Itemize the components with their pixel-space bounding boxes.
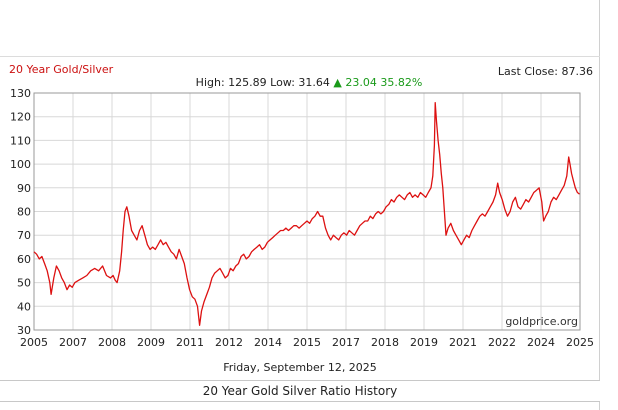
x-tick-label: 2018 [371,336,399,349]
x-tick-label: 2024 [527,336,555,349]
y-tick-label: 130 [10,87,31,100]
x-tick-label: 2022 [488,336,516,349]
y-tick-label: 120 [10,111,31,124]
change-text: 23.04 35.82% [345,76,423,89]
date-label: Friday, September 12, 2025 [223,361,377,374]
up-arrow-icon: ▲ [333,76,342,89]
y-tick-label: 60 [17,253,31,266]
x-tick-label: 2008 [98,336,126,349]
x-tick-label: 2011 [176,336,204,349]
watermark: goldprice.org [505,315,578,328]
last-close-label: Last Close: 87.36 [497,65,593,78]
y-tick-label: 80 [17,206,31,219]
x-tick-label: 2014 [254,336,282,349]
y-tick-label: 70 [17,229,31,242]
x-tick-label: 2025 [566,336,594,349]
x-tick-label: 2007 [59,336,87,349]
y-tick-label: 50 [17,277,31,290]
y-tick-label: 100 [10,158,31,171]
plot-border [33,92,581,331]
high-low-text: High: 125.89 Low: 31.64 [195,76,330,89]
y-tick-label: 110 [10,134,31,147]
x-tick-label: 2005 [20,336,48,349]
x-tick-label: 2012 [215,336,243,349]
x-tick-label: 2021 [449,336,477,349]
y-tick-label: 90 [17,182,31,195]
x-tick-label: 2015 [293,336,321,349]
x-tick-label: 2019 [410,336,438,349]
stats-line: High: 125.89 Low: 31.64 ▲ 23.04 35.82% [0,76,618,89]
top-divider [0,56,600,57]
ratio-line-chart: 30 40 50 60 70 80 90 100 110 120 130 2005 2007 2008 20… [10,87,594,349]
chart-title: 20 Year Gold/Silver [9,63,114,76]
x-tick-label: 2009 [137,336,165,349]
footer-title: 20 Year Gold Silver Ratio History [0,380,600,402]
series-line-gold-silver-ratio [33,102,580,326]
y-tick-label: 40 [17,300,31,313]
y-tick-label: 30 [17,324,31,337]
x-tick-label: 2017 [332,336,360,349]
chart-panel [599,0,600,410]
